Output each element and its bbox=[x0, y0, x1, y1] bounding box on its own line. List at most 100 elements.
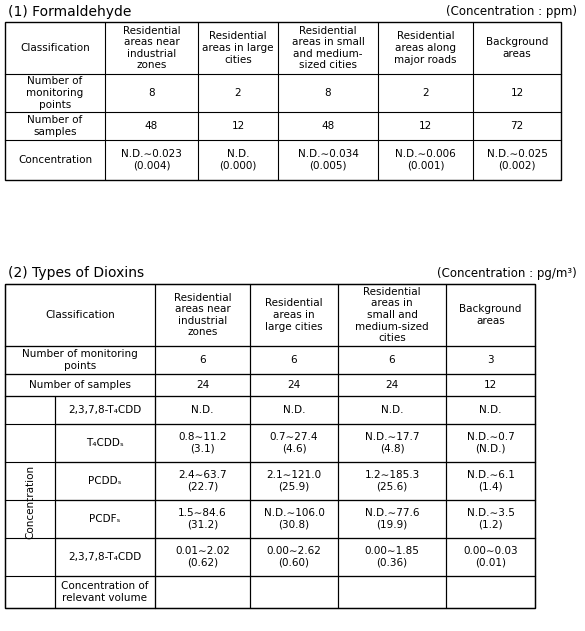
Bar bbox=[55, 396, 155, 424]
Bar bbox=[338, 346, 446, 374]
Text: N.D.∼3.5
(1.2): N.D.∼3.5 (1.2) bbox=[467, 508, 514, 530]
Text: N.D.∼77.6
(19.9): N.D.∼77.6 (19.9) bbox=[365, 508, 419, 530]
Text: Background
areas: Background areas bbox=[459, 304, 522, 326]
Text: 0.00∼2.62
(0.60): 0.00∼2.62 (0.60) bbox=[267, 546, 321, 568]
Text: 2: 2 bbox=[235, 88, 241, 98]
Text: Number of monitoring
points: Number of monitoring points bbox=[22, 349, 138, 371]
Bar bbox=[250, 462, 338, 500]
Text: T₄CDDₛ: T₄CDDₛ bbox=[86, 438, 124, 448]
Text: (Concentration : ppm): (Concentration : ppm) bbox=[446, 6, 577, 18]
Bar bbox=[338, 462, 446, 500]
Text: N.D.
(0.000): N.D. (0.000) bbox=[219, 149, 257, 171]
Text: 2.1∼121.0
(25.9): 2.1∼121.0 (25.9) bbox=[266, 470, 322, 492]
Text: 12: 12 bbox=[510, 88, 524, 98]
Bar bbox=[338, 396, 446, 424]
Bar bbox=[55, 500, 155, 538]
Text: N.D.∼0.023
(0.004): N.D.∼0.023 (0.004) bbox=[121, 149, 182, 171]
Text: 12: 12 bbox=[232, 121, 245, 131]
Bar bbox=[155, 500, 250, 538]
Bar bbox=[55, 576, 155, 608]
Bar bbox=[338, 576, 446, 608]
Bar bbox=[55, 424, 155, 462]
Bar bbox=[55, 462, 155, 500]
Text: Residential
areas along
major roads: Residential areas along major roads bbox=[394, 32, 457, 64]
Text: (2) Types of Dioxins: (2) Types of Dioxins bbox=[8, 266, 144, 280]
Text: Classification: Classification bbox=[45, 310, 115, 320]
Text: Residential
areas in
large cities: Residential areas in large cities bbox=[265, 298, 323, 332]
Bar bbox=[250, 284, 338, 346]
Bar bbox=[338, 538, 446, 576]
Bar bbox=[155, 424, 250, 462]
Text: 24: 24 bbox=[287, 380, 301, 390]
Text: Classification: Classification bbox=[20, 43, 90, 53]
Bar bbox=[250, 538, 338, 576]
Text: 0.01∼2.02
(0.62): 0.01∼2.02 (0.62) bbox=[175, 546, 230, 568]
Text: N.D.: N.D. bbox=[479, 405, 502, 415]
Text: N.D.∼0.7
(N.D.): N.D.∼0.7 (N.D.) bbox=[467, 432, 514, 454]
Text: PCDDₛ: PCDDₛ bbox=[88, 476, 122, 486]
Text: N.D.: N.D. bbox=[283, 405, 305, 415]
Text: Number of
monitoring
points: Number of monitoring points bbox=[26, 76, 84, 110]
Text: 48: 48 bbox=[321, 121, 335, 131]
Bar bbox=[5, 346, 155, 374]
Bar bbox=[5, 284, 155, 346]
Text: N.D.∼0.034
(0.005): N.D.∼0.034 (0.005) bbox=[298, 149, 359, 171]
Bar bbox=[446, 576, 535, 608]
Bar bbox=[446, 462, 535, 500]
Text: 0.00∼1.85
(0.36): 0.00∼1.85 (0.36) bbox=[364, 546, 419, 568]
Bar bbox=[446, 396, 535, 424]
Text: 72: 72 bbox=[510, 121, 524, 131]
Text: Background
areas: Background areas bbox=[486, 37, 548, 59]
Text: 48: 48 bbox=[145, 121, 158, 131]
Text: 1.5∼84.6
(31.2): 1.5∼84.6 (31.2) bbox=[178, 508, 227, 530]
Bar bbox=[250, 396, 338, 424]
Text: Residential
areas near
industrial
zones: Residential areas near industrial zones bbox=[123, 26, 180, 71]
Bar bbox=[446, 500, 535, 538]
Bar bbox=[55, 538, 155, 576]
Bar bbox=[155, 396, 250, 424]
Text: (Concentration : pg/m³): (Concentration : pg/m³) bbox=[437, 266, 577, 280]
Bar bbox=[446, 346, 535, 374]
Text: N.D.∼6.1
(1.4): N.D.∼6.1 (1.4) bbox=[467, 470, 514, 492]
Text: 0.7∼27.4
(4.6): 0.7∼27.4 (4.6) bbox=[270, 432, 318, 454]
Text: Residential
areas in large
cities: Residential areas in large cities bbox=[202, 32, 274, 64]
Text: Residential
areas in
small and
medium-sized
cities: Residential areas in small and medium-si… bbox=[355, 287, 429, 343]
Bar bbox=[5, 22, 561, 180]
Text: Residential
areas near
industrial
zones: Residential areas near industrial zones bbox=[174, 293, 231, 338]
Bar bbox=[5, 374, 155, 396]
Bar bbox=[155, 346, 250, 374]
Bar bbox=[338, 424, 446, 462]
Bar bbox=[155, 374, 250, 396]
Text: 8: 8 bbox=[148, 88, 155, 98]
Bar bbox=[5, 284, 535, 608]
Text: 2: 2 bbox=[422, 88, 429, 98]
Text: 0.8∼11.2
(3.1): 0.8∼11.2 (3.1) bbox=[178, 432, 227, 454]
Text: Number of samples: Number of samples bbox=[29, 380, 131, 390]
Bar bbox=[338, 374, 446, 396]
Text: N.D.: N.D. bbox=[381, 405, 403, 415]
Bar bbox=[250, 346, 338, 374]
Text: Number of
samples: Number of samples bbox=[27, 115, 82, 137]
Text: Concentration of
relevant volume: Concentration of relevant volume bbox=[61, 581, 149, 603]
Text: 2,3,7,8-T₄CDD: 2,3,7,8-T₄CDD bbox=[68, 405, 142, 415]
Text: 12: 12 bbox=[484, 380, 497, 390]
Text: (1) Formaldehyde: (1) Formaldehyde bbox=[8, 5, 132, 19]
Text: N.D.∼0.006
(0.001): N.D.∼0.006 (0.001) bbox=[395, 149, 456, 171]
Text: N.D.∼0.025
(0.002): N.D.∼0.025 (0.002) bbox=[487, 149, 548, 171]
Bar bbox=[250, 374, 338, 396]
Bar bbox=[338, 284, 446, 346]
Text: 3: 3 bbox=[487, 355, 494, 365]
Text: 24: 24 bbox=[386, 380, 398, 390]
Text: 2.4∼63.7
(22.7): 2.4∼63.7 (22.7) bbox=[178, 470, 227, 492]
Bar bbox=[446, 374, 535, 396]
Bar bbox=[155, 284, 250, 346]
Text: N.D.∼17.7
(4.8): N.D.∼17.7 (4.8) bbox=[365, 432, 419, 454]
Text: Concentration: Concentration bbox=[18, 155, 92, 165]
Bar bbox=[250, 576, 338, 608]
Text: PCDFₛ: PCDFₛ bbox=[90, 514, 121, 524]
Text: 1.2∼185.3
(25.6): 1.2∼185.3 (25.6) bbox=[364, 470, 419, 492]
Bar bbox=[338, 500, 446, 538]
Text: 24: 24 bbox=[196, 380, 209, 390]
Bar bbox=[155, 576, 250, 608]
Text: 6: 6 bbox=[291, 355, 297, 365]
